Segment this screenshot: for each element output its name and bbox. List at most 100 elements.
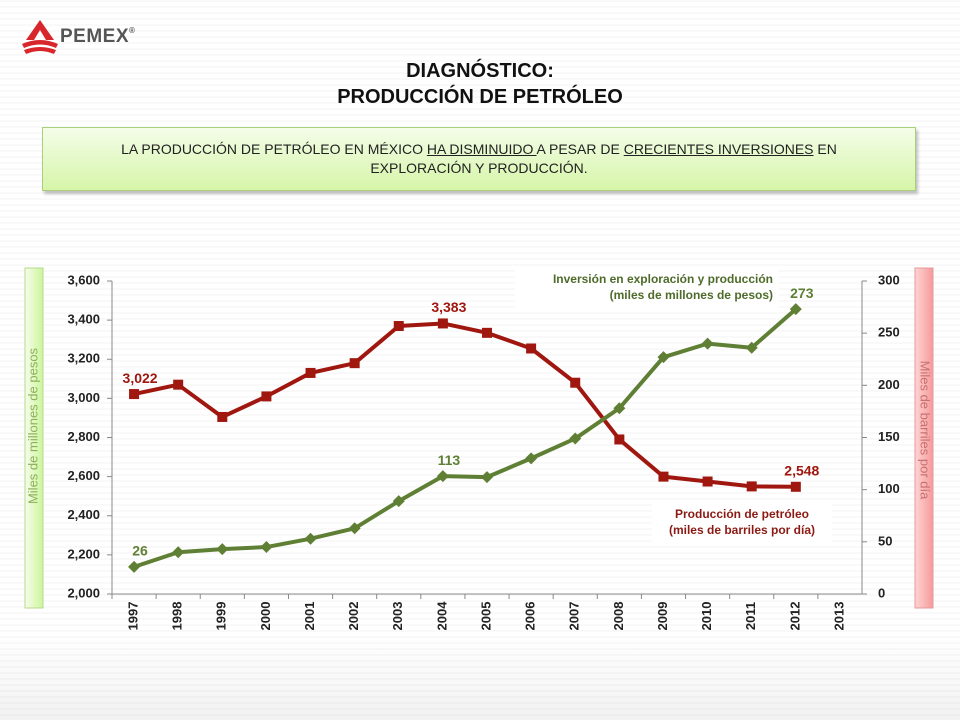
marker xyxy=(216,543,229,556)
y-tick-label: 3,200 xyxy=(67,351,100,366)
banner-part: HA DISMINUIDO xyxy=(426,141,537,157)
x-tick-label: 2009 xyxy=(655,602,670,631)
x-tick-label: 2012 xyxy=(787,602,802,631)
y2-tick-label: 0 xyxy=(878,585,885,600)
banner-part: A PESAR DE xyxy=(536,141,624,157)
marker xyxy=(481,471,493,484)
y-tick-label: 2,200 xyxy=(67,546,100,561)
marker xyxy=(128,560,141,573)
x-tick-label: 2001 xyxy=(302,602,317,631)
title-line: PRODUCCIÓN DE PETRÓLEO xyxy=(337,86,623,108)
series-line xyxy=(133,321,796,489)
logo-mark: ® xyxy=(129,26,136,35)
series-line xyxy=(133,307,798,569)
marker xyxy=(217,411,228,422)
marker xyxy=(702,476,713,487)
marker xyxy=(657,351,670,364)
marker xyxy=(746,481,757,492)
logo-icon xyxy=(22,20,58,54)
marker xyxy=(790,481,801,492)
x-tick-label: 1999 xyxy=(214,602,229,631)
marker xyxy=(569,432,582,445)
legend-unit: (miles de millones de pesos) xyxy=(610,288,773,302)
marker xyxy=(614,434,625,445)
data-label: 26 xyxy=(132,543,148,559)
y-tick-label: 3,000 xyxy=(67,390,100,405)
marker xyxy=(173,379,184,390)
marker xyxy=(526,343,537,354)
marker xyxy=(745,341,758,354)
x-tick-label: 2003 xyxy=(390,602,405,631)
y2-label-box xyxy=(914,267,934,609)
marker xyxy=(304,532,317,545)
x-tick-label: 2000 xyxy=(258,602,273,631)
marker xyxy=(172,546,185,559)
x-tick-label: 2006 xyxy=(523,602,538,631)
marker xyxy=(570,377,581,388)
banner-text: LA PRODUCCIÓN DE PETRÓLEO EN MÉXICO HA D… xyxy=(73,140,885,178)
x-tick-label: 2002 xyxy=(346,602,361,631)
marker xyxy=(393,320,404,331)
legend-box xyxy=(515,268,779,308)
y-tick-label: 3,400 xyxy=(67,312,100,327)
banner-part: LA PRODUCCIÓN DE PETRÓLEO EN MÉXICO xyxy=(121,141,427,157)
banner: LA PRODUCCIÓN DE PETRÓLEO EN MÉXICO HA D… xyxy=(42,127,916,191)
y-label-box xyxy=(24,267,44,609)
y-axis-label: Miles de millones de pesos xyxy=(25,347,40,504)
y2-tick-label: 200 xyxy=(878,377,900,392)
x-tick-label: 2004 xyxy=(434,601,449,631)
y2-tick-label: 250 xyxy=(878,325,900,340)
x-tick-label: 1997 xyxy=(125,602,140,631)
y2-tick-label: 300 xyxy=(878,272,900,287)
marker xyxy=(525,452,538,465)
marker xyxy=(613,402,626,415)
legend-label: Inversión en exploración y producción xyxy=(553,272,773,286)
x-tick-label: 2013 xyxy=(831,602,846,631)
marker xyxy=(482,327,492,338)
legend-unit: (miles de barriles por día) xyxy=(669,523,815,537)
banner-part: CRECIENTES INVERSIONES xyxy=(623,141,814,157)
title-line: DIAGNÓSTICO: xyxy=(406,60,554,82)
logo-text: PEMEX xyxy=(60,26,130,47)
y2-tick-label: 100 xyxy=(878,481,900,496)
marker xyxy=(658,471,669,482)
marker xyxy=(129,389,140,400)
x-tick-label: 2008 xyxy=(611,602,626,631)
data-label: 3,383 xyxy=(431,299,466,315)
marker xyxy=(348,522,361,535)
marker xyxy=(437,318,448,329)
y-tick-label: 3,600 xyxy=(67,272,100,287)
y-tick-label: 2,600 xyxy=(67,468,100,483)
marker xyxy=(305,367,316,378)
y-tick-label: 2,000 xyxy=(67,585,100,600)
legend-label: Producción de petróleo xyxy=(675,507,809,521)
x-tick-label: 2010 xyxy=(699,602,714,631)
data-label: 113 xyxy=(438,452,461,468)
marker xyxy=(349,358,360,369)
marker xyxy=(701,337,714,350)
x-tick-label: 1998 xyxy=(170,602,185,631)
x-tick-label: 2007 xyxy=(567,602,582,631)
marker xyxy=(260,541,273,554)
marker xyxy=(261,391,272,402)
y2-axis-label: Miles de barriles por día xyxy=(918,361,933,500)
title: DIAGNÓSTICO: PRODUCCIÓN DE PETRÓLEO xyxy=(0,58,960,110)
data-label: 3,022 xyxy=(123,370,158,386)
data-label: 273 xyxy=(790,285,814,301)
marker xyxy=(436,470,449,483)
banner-part: EN EXPLORACIÓN Y PRODUCCIÓN. xyxy=(370,141,841,176)
y2-tick-label: 150 xyxy=(878,429,900,444)
marker xyxy=(392,495,405,508)
y-tick-label: 2,400 xyxy=(67,507,100,522)
data-label: 2,548 xyxy=(784,463,819,479)
legend-box xyxy=(652,503,832,543)
logo: PEMEX® xyxy=(60,26,135,48)
y-tick-label: 2,800 xyxy=(67,429,100,444)
x-tick-label: 2005 xyxy=(478,602,493,631)
marker xyxy=(789,303,802,316)
x-tick-label: 2011 xyxy=(743,602,758,630)
y2-tick-label: 50 xyxy=(878,533,892,548)
